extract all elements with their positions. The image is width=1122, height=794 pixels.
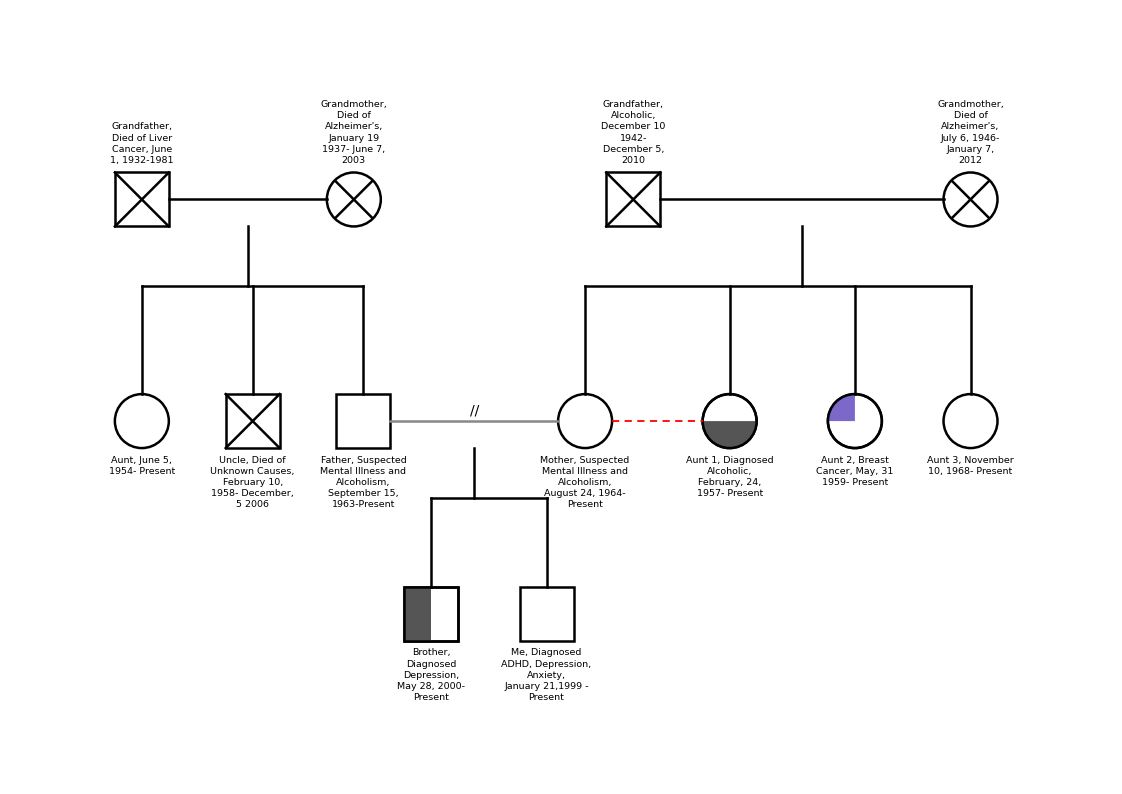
Bar [337, 394, 390, 448]
Ellipse shape [558, 394, 613, 448]
Text: Mother, Suspected
Mental Illness and
Alcoholism,
August 24, 1964-
Present: Mother, Suspected Mental Illness and Alc… [541, 456, 629, 509]
Text: Aunt 3, November
10, 1968- Present: Aunt 3, November 10, 1968- Present [927, 456, 1014, 476]
Bar [404, 587, 458, 641]
Ellipse shape [944, 172, 997, 226]
Text: Grandmother,
Died of
Alzheimer's,
January 19
1937- June 7,
2003: Grandmother, Died of Alzheimer's, Januar… [321, 100, 387, 165]
Bar [226, 394, 279, 448]
Bar [404, 587, 431, 641]
Text: Grandfather,
Died of Liver
Cancer, June
1, 1932-1981: Grandfather, Died of Liver Cancer, June … [110, 122, 174, 165]
Text: Uncle, Died of
Unknown Causes,
February 10,
1958- December,
5 2006: Uncle, Died of Unknown Causes, February … [211, 456, 295, 509]
Wedge shape [828, 394, 855, 421]
Ellipse shape [114, 394, 168, 448]
Bar [404, 587, 458, 641]
Text: Aunt, June 5,
1954- Present: Aunt, June 5, 1954- Present [109, 456, 175, 476]
Ellipse shape [327, 172, 380, 226]
Bar [606, 172, 660, 226]
Text: Father, Suspected
Mental Illness and
Alcoholism,
September 15,
1963-Present: Father, Suspected Mental Illness and Alc… [321, 456, 406, 509]
Text: Grandmother,
Died of
Alzheimer's,
July 6, 1946-
January 7,
2012: Grandmother, Died of Alzheimer's, July 6… [937, 100, 1004, 165]
Text: Aunt 2, Breast
Cancer, May, 31
1959- Present: Aunt 2, Breast Cancer, May, 31 1959- Pre… [816, 456, 893, 487]
Text: Grandfather,
Alcoholic,
December 10
1942-
December 5,
2010: Grandfather, Alcoholic, December 10 1942… [601, 100, 665, 165]
Text: //: // [470, 403, 479, 417]
Ellipse shape [702, 394, 756, 448]
Text: Me, Diagnosed
ADHD, Depression,
Anxiety,
January 21,1999 -
Present: Me, Diagnosed ADHD, Depression, Anxiety,… [502, 649, 591, 702]
Bar [519, 587, 573, 641]
Text: Aunt 1, Diagnosed
Alcoholic,
February, 24,
1957- Present: Aunt 1, Diagnosed Alcoholic, February, 2… [686, 456, 773, 498]
Bar [114, 172, 168, 226]
Polygon shape [702, 421, 756, 448]
Ellipse shape [944, 394, 997, 448]
Text: Brother,
Diagnosed
Depression,
May 28, 2000-
Present: Brother, Diagnosed Depression, May 28, 2… [397, 649, 465, 702]
Ellipse shape [828, 394, 882, 448]
